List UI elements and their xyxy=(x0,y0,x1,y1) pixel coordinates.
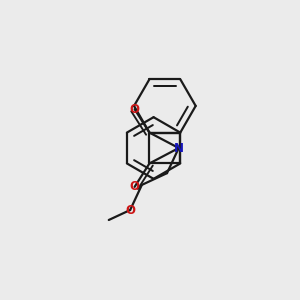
Text: N: N xyxy=(174,142,184,154)
Text: O: O xyxy=(130,103,140,116)
Text: O: O xyxy=(130,180,140,194)
Text: O: O xyxy=(125,203,135,217)
